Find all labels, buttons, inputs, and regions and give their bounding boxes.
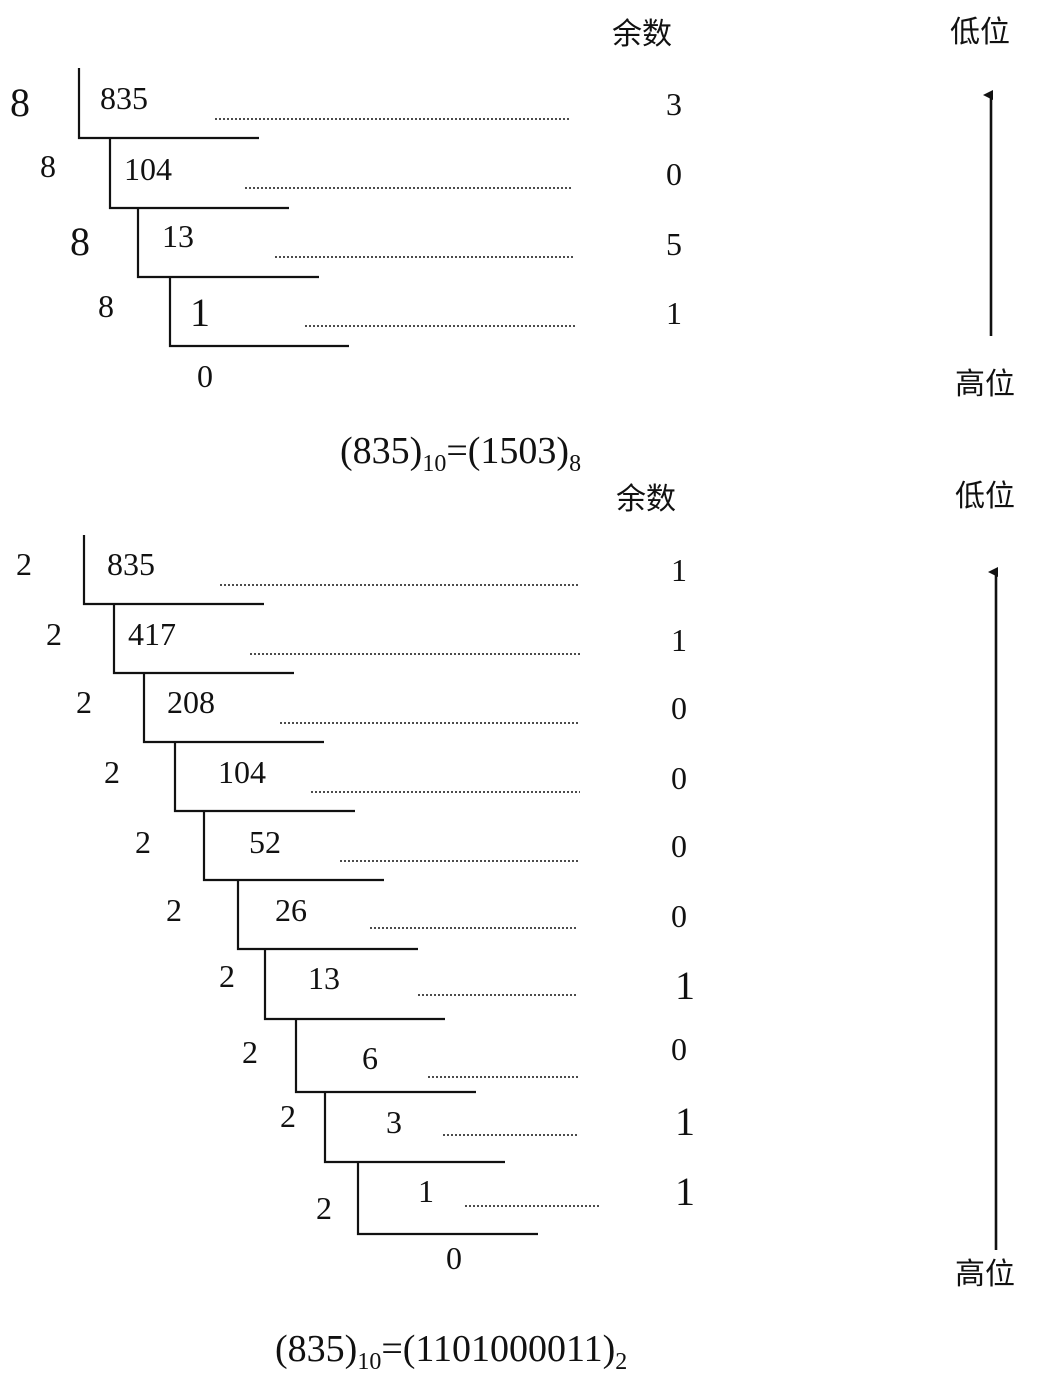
binary-bracket-8 <box>294 1019 476 1094</box>
octal-remainder-3: 5 <box>666 226 682 262</box>
octal-dividend-4: 1 <box>190 290 210 335</box>
binary-dividend-7: 13 <box>308 960 340 996</box>
binary-bracket-2 <box>112 604 294 675</box>
binary-dividend-9: 3 <box>386 1104 402 1140</box>
binary-remainder-8: 0 <box>671 1031 687 1067</box>
binary-divisor-4: 2 <box>104 754 120 790</box>
binary-divisor-7: 2 <box>219 958 235 994</box>
binary-remainder-6: 0 <box>671 898 687 934</box>
octal-remainder-2-value: 0 <box>666 156 682 192</box>
binary-remainder-10: 1 <box>675 1169 695 1214</box>
binary-divisor-8: 2 <box>242 1034 258 1070</box>
binary-dividend-2: 417 <box>128 616 176 652</box>
octal-dividend-2: 104 <box>124 151 172 187</box>
octal-dividend-3: 13 <box>162 218 194 254</box>
binary-bracket-10 <box>356 1162 538 1236</box>
octal-divisor-2: 8 <box>40 148 56 184</box>
binary-high-label: 高位 <box>955 1257 1015 1292</box>
octal-bracket-4 <box>168 277 349 348</box>
octal-low-label: 低位 <box>950 15 1010 50</box>
octal-bracket-3 <box>136 208 319 279</box>
binary-dividend-4: 104 <box>218 754 266 790</box>
binary-remainder-2: 1 <box>671 622 687 658</box>
binary-remainder-7: 1 <box>675 963 695 1008</box>
octal-divisor-3: 8 <box>70 219 90 264</box>
octal-final-quotient: 0 <box>197 358 213 394</box>
binary-bracket-9 <box>323 1092 505 1164</box>
binary-dividend-1: 835 <box>107 546 155 582</box>
octal-remainder-1: 3 <box>666 86 682 122</box>
binary-bracket-6 <box>236 880 418 951</box>
binary-divisor-2: 2 <box>46 616 62 652</box>
binary-dividend-10: 1 <box>418 1173 434 1209</box>
octal-remainder-4: 1 <box>666 295 682 331</box>
octal-divisor-4: 8 <box>98 288 114 324</box>
binary-dividend-5: 52 <box>249 824 281 860</box>
binary-divisor-9: 2 <box>280 1098 296 1134</box>
binary-final-quotient: 0 <box>446 1240 462 1276</box>
binary-remainder-1: 1 <box>671 552 687 588</box>
octal-divisor-1: 8 <box>10 80 30 125</box>
binary-remainder-9: 1 <box>675 1099 695 1144</box>
binary-equation: (835)10=(1101000011)2 <box>275 1328 628 1375</box>
octal-dividend-1: 835 <box>100 80 148 116</box>
binary-divisor-3: 2 <box>76 684 92 720</box>
binary-dividend-3: 208 <box>167 684 215 720</box>
binary-bracket-7 <box>263 949 445 1021</box>
binary-bracket-1 <box>82 535 264 606</box>
octal-equation: (835)10=(1503)8 <box>340 430 582 477</box>
octal-high-label: 高位 <box>955 367 1015 402</box>
binary-divisor-5: 2 <box>135 824 151 860</box>
binary-dividend-6: 26 <box>275 892 307 928</box>
binary-remainder-5: 0 <box>671 828 687 864</box>
octal-bracket-1 <box>77 68 259 140</box>
binary-bracket-5 <box>202 811 384 882</box>
octal-remainder-header: 余数 <box>612 17 672 52</box>
binary-bracket-4 <box>173 742 355 813</box>
binary-dividend-8: 6 <box>362 1040 378 1076</box>
binary-low-label: 低位 <box>955 479 1015 514</box>
binary-divisor-6: 2 <box>166 892 182 928</box>
octal-bracket-2 <box>108 138 289 210</box>
binary-divisor-10: 2 <box>316 1190 332 1226</box>
binary-remainder-header: 余数 <box>616 482 676 517</box>
binary-remainder-4: 0 <box>671 760 687 796</box>
binary-bracket-3 <box>142 673 324 744</box>
binary-remainder-3: 0 <box>671 690 687 726</box>
binary-divisor-1: 2 <box>16 546 32 582</box>
